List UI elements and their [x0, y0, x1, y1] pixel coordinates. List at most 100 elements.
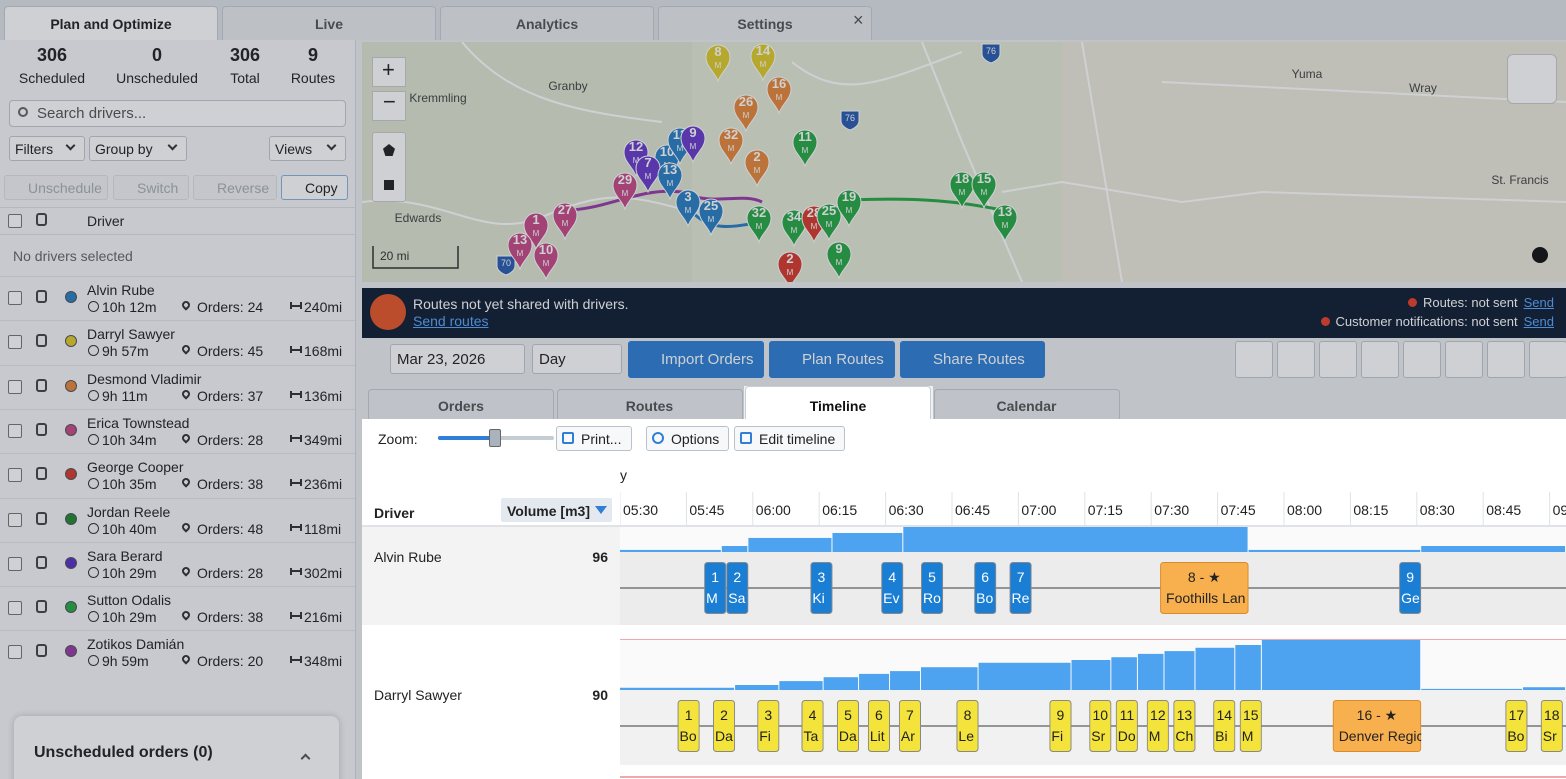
zoom-handle[interactable] — [489, 429, 501, 447]
checkbox[interactable] — [8, 556, 22, 571]
load-bar — [1235, 645, 1261, 690]
stop[interactable]: 15 M — [1239, 700, 1262, 752]
stop[interactable]: 2 Sa — [726, 562, 749, 614]
date-input[interactable] — [390, 344, 525, 374]
timeline-button[interactable] — [734, 426, 845, 451]
map-marker: 2M — [744, 149, 770, 188]
action-button[interactable] — [281, 175, 348, 200]
send-link[interactable]: Send — [1523, 295, 1554, 310]
icon-button[interactable] — [1361, 341, 1399, 378]
stop[interactable]: 2 Da — [712, 700, 736, 752]
stop[interactable]: 14 Bi — [1213, 700, 1236, 752]
period-select[interactable] — [532, 344, 622, 374]
rectangle-tool[interactable] — [384, 180, 394, 190]
checkbox[interactable] — [8, 335, 22, 350]
stop[interactable]: 1 Bo — [677, 700, 700, 752]
stop[interactable]: 4 Ev — [881, 562, 904, 614]
stop[interactable]: 1M — [704, 562, 727, 614]
zoom-in[interactable]: + — [382, 57, 395, 82]
checkbox[interactable] — [8, 512, 22, 527]
action-button[interactable] — [113, 175, 189, 200]
stop[interactable]: 8 - ★ Foothills Lan — [1160, 562, 1249, 614]
marker-label: 25 — [822, 203, 836, 218]
filter-button[interactable] — [269, 136, 346, 161]
zoom-button[interactable] — [372, 57, 406, 87]
draw-button[interactable] — [372, 132, 406, 202]
checkbox[interactable] — [8, 214, 22, 228]
stop[interactable]: 8 Le — [956, 700, 979, 752]
action-button[interactable] — [4, 175, 108, 200]
zoom-out[interactable]: − — [383, 89, 396, 114]
checkbox[interactable] — [8, 379, 22, 394]
send-link[interactable]: Send — [1523, 314, 1554, 329]
stop-box — [677, 700, 700, 752]
checkbox[interactable] — [8, 601, 22, 616]
stop[interactable]: 16 - ★ Denver Regic — [1332, 700, 1423, 752]
stop[interactable]: 10 Sr — [1089, 700, 1112, 752]
close-icon[interactable]: × — [853, 10, 864, 30]
stop[interactable]: 12 M — [1146, 700, 1169, 752]
icon-button[interactable] — [1403, 341, 1441, 378]
map-marker: 12 M — [623, 139, 649, 178]
view-tab[interactable]: Timeline — [745, 386, 931, 420]
stop[interactable]: 3 Fi — [757, 700, 780, 752]
tab[interactable]: Plan and Optimize — [4, 6, 218, 40]
stop[interactable]: 3 Ki — [810, 562, 833, 614]
stop[interactable]: 5 Da — [836, 700, 860, 752]
stop[interactable]: 18 Sr — [1540, 700, 1563, 752]
stop[interactable]: 7 Ar — [898, 700, 922, 752]
icon-button[interactable] — [1319, 341, 1357, 378]
stop[interactable]: 11 Do — [1115, 700, 1138, 752]
button-icon — [652, 432, 664, 444]
stop[interactable]: 17 Bo — [1505, 700, 1528, 752]
marker-pin — [718, 127, 744, 166]
filter-button[interactable] — [89, 136, 187, 161]
stop-number: 13 — [1177, 707, 1193, 723]
zoom-button[interactable] — [372, 91, 406, 121]
stop[interactable]: 4 Ta — [801, 700, 824, 752]
marker-pin — [766, 76, 792, 115]
layers-button[interactable] — [1507, 54, 1557, 104]
view-tab[interactable]: Calendar — [933, 389, 1120, 420]
filter-button[interactable] — [9, 136, 85, 161]
icon-button[interactable] — [1235, 341, 1273, 378]
stop[interactable]: 5 Ro — [921, 562, 944, 614]
load-bar — [779, 681, 823, 690]
stop[interactable]: 13 Ch — [1173, 700, 1196, 752]
marker-sub-label: M — [633, 156, 640, 165]
stop[interactable]: 9 Fi — [1049, 700, 1072, 752]
tab[interactable]: Settings — [658, 6, 872, 40]
timeline-button[interactable] — [556, 426, 632, 451]
toolbar-button[interactable] — [628, 341, 764, 378]
icon-button[interactable] — [1529, 341, 1566, 378]
polygon-tool[interactable] — [383, 144, 395, 156]
checkbox[interactable] — [8, 423, 22, 438]
checkbox[interactable] — [8, 468, 22, 483]
driver-name: George Cooper — [87, 459, 184, 476]
stop-name: Sr — [1543, 728, 1557, 744]
stop-number: 4 — [888, 569, 896, 585]
icon-button[interactable] — [1487, 341, 1525, 378]
action-button[interactable] — [193, 175, 277, 200]
toolbar-button[interactable] — [900, 341, 1045, 378]
view-tab[interactable]: Routes — [556, 389, 743, 420]
toolbar-button[interactable] — [769, 341, 895, 378]
stop[interactable]: 9 Ge — [1399, 562, 1422, 614]
search-box[interactable] — [9, 100, 346, 127]
icon-button[interactable] — [1277, 341, 1315, 378]
stop[interactable]: 6 Bo — [974, 562, 997, 614]
timeline-driver: Darryl Sawyer — [374, 687, 462, 703]
tab[interactable]: Live — [222, 6, 436, 40]
icon-button[interactable] — [1445, 341, 1483, 378]
info-icon[interactable] — [1532, 247, 1548, 263]
volume-header[interactable] — [501, 498, 612, 522]
map-marker: 27 M — [552, 202, 578, 241]
stop[interactable]: 6 Lit — [867, 700, 891, 752]
view-tab[interactable]: Orders — [368, 389, 554, 420]
tab[interactable]: Analytics — [440, 6, 654, 40]
time-label: 07:30 — [1154, 502, 1189, 518]
checkbox[interactable] — [8, 645, 22, 660]
stop[interactable]: 7 Re — [1009, 562, 1032, 614]
checkbox[interactable] — [8, 291, 22, 305]
banner-link[interactable]: Send routes — [413, 313, 489, 329]
